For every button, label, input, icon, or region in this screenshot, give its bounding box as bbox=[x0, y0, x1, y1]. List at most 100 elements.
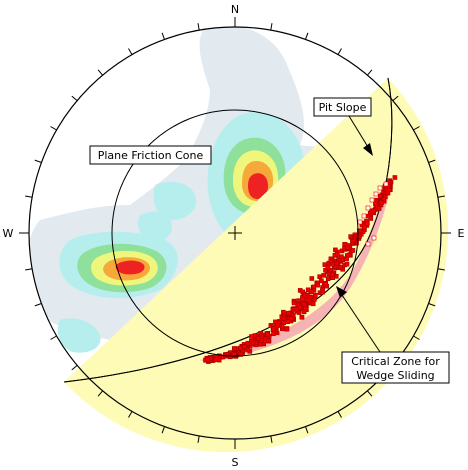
azimuth-tick bbox=[428, 159, 436, 163]
pole-marker bbox=[285, 319, 291, 325]
pole-marker bbox=[334, 252, 340, 257]
compass-west-label: W bbox=[3, 227, 14, 240]
pit-slope-arrow-icon bbox=[363, 143, 373, 156]
pole-marker bbox=[275, 323, 280, 328]
pole-marker bbox=[361, 213, 367, 219]
pole-marker bbox=[321, 273, 327, 278]
pole-marker bbox=[373, 201, 378, 206]
pole-marker bbox=[299, 314, 305, 320]
azimuth-tick bbox=[367, 390, 373, 397]
compass-south-label: S bbox=[232, 456, 239, 469]
azimuth-tick bbox=[71, 95, 78, 101]
critical-zone-arrow-icon bbox=[336, 286, 347, 298]
pole-marker bbox=[290, 312, 296, 318]
pole-marker bbox=[362, 225, 367, 230]
azimuth-tick bbox=[197, 23, 200, 31]
pole-marker bbox=[322, 262, 328, 267]
azimuth-tick bbox=[34, 303, 42, 307]
pole-marker bbox=[310, 301, 316, 307]
azimuth-tick bbox=[161, 426, 165, 434]
azimuth-tick bbox=[128, 411, 133, 418]
azimuth-tick bbox=[367, 69, 373, 76]
plane-friction-cone bbox=[111, 109, 359, 357]
pole-marker bbox=[356, 233, 362, 239]
critical-zone-label-line2: Wedge Sliding bbox=[356, 369, 434, 382]
pit-slope-label: Pit Slope bbox=[319, 101, 367, 114]
azimuth-tick bbox=[413, 335, 420, 340]
azimuth-tick bbox=[437, 268, 445, 271]
pole-marker bbox=[312, 296, 317, 302]
pole-marker bbox=[284, 326, 290, 332]
pole-marker bbox=[309, 276, 315, 281]
pole-marker bbox=[325, 265, 331, 270]
azimuth-tick bbox=[197, 435, 200, 443]
pole-marker bbox=[333, 247, 338, 253]
pole-marker bbox=[357, 228, 363, 234]
pole-marker bbox=[379, 200, 384, 205]
pole-marker bbox=[232, 346, 237, 351]
pole-marker bbox=[204, 356, 210, 362]
azimuth-tick bbox=[25, 195, 33, 198]
pole-marker bbox=[323, 281, 329, 287]
pole-marker bbox=[348, 234, 354, 239]
pit-slope-outline bbox=[63, 77, 393, 383]
azimuth-tick bbox=[270, 435, 273, 443]
pole-marker bbox=[377, 185, 383, 191]
critical-zone bbox=[200, 178, 392, 362]
pole-marker bbox=[313, 292, 318, 298]
pole-marker bbox=[325, 276, 331, 282]
pole-marker bbox=[376, 206, 382, 211]
azimuth-tick bbox=[428, 303, 436, 307]
azimuth-tick bbox=[50, 335, 57, 340]
azimuth-tick bbox=[337, 411, 342, 418]
pole-marker bbox=[271, 326, 277, 332]
compass-north-label: N bbox=[231, 3, 239, 16]
pole-marker bbox=[365, 221, 370, 226]
azimuth-tick bbox=[305, 32, 309, 40]
pole-marker bbox=[265, 338, 271, 344]
azimuth-tick bbox=[437, 195, 445, 198]
pole-marker bbox=[306, 297, 312, 303]
pole-marker bbox=[289, 316, 294, 322]
pole-marker bbox=[370, 208, 376, 214]
pole-marker bbox=[330, 261, 335, 267]
pole-marker bbox=[383, 181, 389, 187]
azimuth-tick bbox=[161, 32, 165, 40]
pole-marker bbox=[281, 315, 287, 321]
pole-marker bbox=[357, 219, 363, 225]
azimuth-tick bbox=[71, 365, 78, 371]
azimuth-tick bbox=[25, 268, 33, 271]
pole-marker bbox=[301, 309, 307, 315]
plane-friction-cone-label: Plane Friction Cone bbox=[98, 149, 204, 162]
pole-marker bbox=[302, 292, 308, 298]
pole-marker bbox=[365, 241, 371, 247]
pole-marker bbox=[365, 205, 371, 211]
pole-marker bbox=[339, 254, 344, 259]
pole-marker bbox=[273, 319, 278, 325]
azimuth-tick bbox=[97, 69, 103, 76]
pole-marker bbox=[344, 261, 350, 267]
azimuth-tick bbox=[97, 390, 103, 397]
azimuth-tick bbox=[50, 126, 57, 131]
pole-marker bbox=[334, 261, 340, 266]
pole-marker bbox=[271, 331, 276, 337]
pole-marker bbox=[350, 248, 356, 253]
pole-marker bbox=[227, 354, 233, 360]
pole-marker bbox=[344, 245, 350, 250]
azimuth-tick bbox=[392, 95, 399, 101]
pole-marker bbox=[242, 344, 247, 350]
critical-zone-callout: Critical Zone for Wedge Sliding bbox=[336, 286, 450, 384]
pole-marker bbox=[291, 300, 297, 306]
azimuth-tick bbox=[413, 126, 420, 131]
pole-marker bbox=[369, 197, 375, 203]
pole-marker bbox=[320, 289, 325, 295]
center-cross-icon bbox=[228, 226, 242, 240]
azimuth-tick bbox=[337, 48, 342, 55]
pole-marker bbox=[213, 357, 218, 363]
pole-marker bbox=[371, 235, 377, 241]
pole-marker bbox=[302, 302, 307, 307]
azimuth-tick bbox=[270, 23, 273, 31]
critical-zone-label-line1: Critical Zone for bbox=[351, 355, 440, 368]
pole-marker bbox=[319, 278, 324, 284]
